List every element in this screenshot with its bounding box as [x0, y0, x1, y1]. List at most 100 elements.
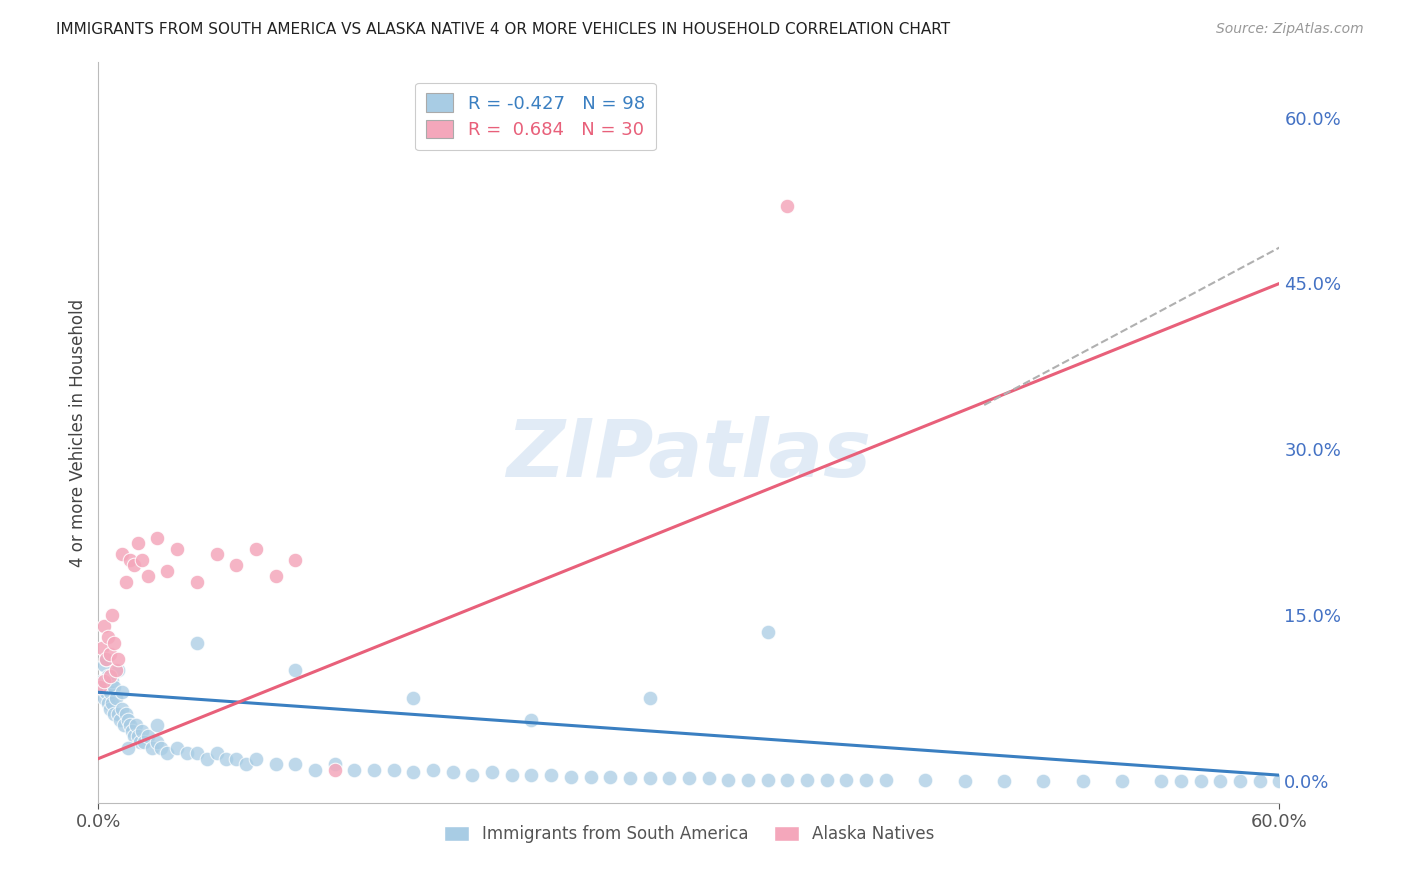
Point: [131, 723, 153, 738]
Point: [121, 723, 143, 738]
Point: [579, 771, 602, 785]
Point: [146, 718, 169, 732]
Point: [146, 735, 169, 749]
Point: [619, 772, 641, 786]
Text: Source: ZipAtlas.com: Source: ZipAtlas.com: [1216, 22, 1364, 37]
Point: [343, 763, 366, 777]
Point: [284, 552, 307, 566]
Point: [441, 764, 464, 779]
Point: [835, 772, 858, 787]
Point: [166, 740, 188, 755]
Point: [264, 757, 287, 772]
Point: [245, 541, 267, 556]
Point: [108, 713, 131, 727]
Point: [156, 746, 179, 760]
Point: [875, 772, 897, 787]
Point: [658, 772, 681, 786]
Point: [195, 751, 218, 765]
Point: [96, 652, 118, 666]
Point: [131, 552, 153, 566]
Point: [737, 772, 759, 787]
Point: [225, 751, 247, 765]
Point: [97, 669, 120, 683]
Point: [115, 574, 138, 589]
Point: [953, 773, 976, 788]
Point: [96, 685, 118, 699]
Point: [103, 680, 125, 694]
Point: [103, 635, 125, 649]
Point: [914, 772, 936, 787]
Point: [1150, 773, 1173, 788]
Point: [855, 772, 877, 787]
Point: [776, 199, 799, 213]
Point: [150, 740, 173, 755]
Point: [125, 718, 148, 732]
Point: [93, 619, 115, 633]
Point: [141, 740, 163, 755]
Point: [756, 772, 779, 787]
Point: [323, 757, 346, 772]
Point: [93, 674, 115, 689]
Point: [638, 690, 661, 705]
Point: [205, 547, 228, 561]
Point: [91, 674, 114, 689]
Point: [107, 707, 129, 722]
Point: [638, 772, 661, 786]
Point: [115, 707, 138, 722]
Point: [284, 663, 307, 677]
Text: ZIPatlas: ZIPatlas: [506, 416, 872, 494]
Point: [264, 569, 287, 583]
Text: IMMIGRANTS FROM SOUTH AMERICA VS ALASKA NATIVE 4 OR MORE VEHICLES IN HOUSEHOLD C: IMMIGRANTS FROM SOUTH AMERICA VS ALASKA …: [56, 22, 950, 37]
Point: [122, 558, 145, 573]
Point: [501, 768, 523, 782]
Point: [1111, 773, 1133, 788]
Point: [1249, 773, 1271, 788]
Point: [776, 772, 799, 787]
Point: [93, 657, 115, 672]
Point: [1170, 773, 1192, 788]
Point: [98, 647, 121, 661]
Point: [136, 569, 159, 583]
Legend: Immigrants from South America, Alaska Natives: Immigrants from South America, Alaska Na…: [437, 819, 941, 850]
Point: [118, 718, 141, 732]
Point: [422, 763, 444, 777]
Point: [461, 768, 484, 782]
Point: [98, 702, 121, 716]
Point: [103, 707, 125, 722]
Point: [186, 574, 208, 589]
Point: [127, 730, 149, 744]
Point: [215, 751, 238, 765]
Point: [697, 772, 720, 786]
Point: [1071, 773, 1094, 788]
Point: [97, 697, 120, 711]
Point: [363, 763, 385, 777]
Point: [225, 558, 247, 573]
Point: [97, 630, 120, 644]
Point: [1268, 773, 1291, 788]
Point: [105, 663, 128, 677]
Point: [186, 635, 208, 649]
Point: [98, 669, 121, 683]
Point: [111, 547, 134, 561]
Point: [323, 763, 346, 777]
Point: [520, 768, 543, 782]
Point: [993, 773, 1015, 788]
Point: [176, 746, 198, 760]
Point: [136, 730, 159, 744]
Y-axis label: 4 or more Vehicles in Household: 4 or more Vehicles in Household: [69, 299, 87, 566]
Point: [796, 772, 818, 787]
Point: [101, 674, 124, 689]
Point: [304, 763, 326, 777]
Point: [599, 771, 621, 785]
Point: [128, 735, 150, 749]
Point: [205, 746, 228, 760]
Point: [107, 652, 129, 666]
Point: [91, 641, 114, 656]
Point: [166, 541, 188, 556]
Point: [481, 764, 503, 779]
Point: [101, 607, 124, 622]
Point: [1189, 773, 1212, 788]
Point: [98, 685, 121, 699]
Point: [96, 652, 118, 666]
Point: [111, 685, 134, 699]
